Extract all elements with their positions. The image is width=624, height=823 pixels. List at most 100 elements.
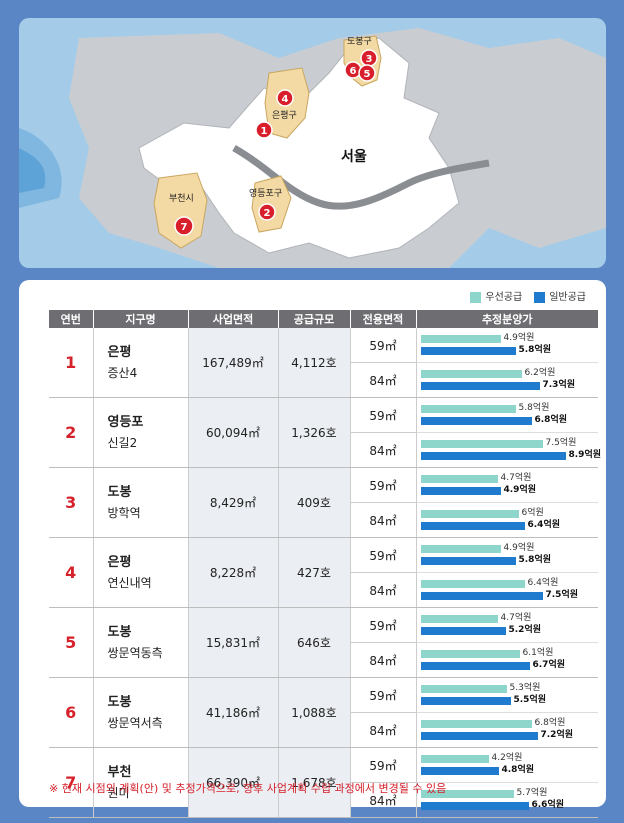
svg-text:5: 5 xyxy=(364,69,371,80)
svg-text:3: 3 xyxy=(366,54,373,65)
table-header: 연번 지구명 사업면적 공급규모 전용면적 추정분양가 xyxy=(49,310,598,328)
row-number: 6 xyxy=(49,677,94,748)
priority-price-bar xyxy=(420,580,525,588)
unit-size: 59㎡ xyxy=(350,677,417,713)
general-price-bar xyxy=(420,347,516,355)
priority-price-label: 7.5억원 xyxy=(545,438,577,448)
general-price-bar xyxy=(420,627,506,635)
district-region: 은평 xyxy=(107,344,132,360)
district-region: 부천 xyxy=(107,764,132,780)
district-name: 쌍문역서측 xyxy=(107,715,163,730)
priority-price-bar xyxy=(420,335,501,343)
location-map: 도봉구 은평구 영등포구 부천시 서울 3 6 5 4 1 2 7 xyxy=(19,18,606,268)
general-price-bar xyxy=(420,382,540,390)
price-bars: 4.9억원 5.8억원 xyxy=(416,537,598,573)
priority-price-label: 5.7억원 xyxy=(516,788,548,798)
general-price-label: 6.4억원 xyxy=(527,520,561,530)
district-cell: 부천 원미 xyxy=(93,747,189,818)
svg-text:서울: 서울 xyxy=(341,148,367,165)
priority-price-label: 4.7억원 xyxy=(500,473,532,483)
unit-size: 84㎡ xyxy=(350,362,417,398)
supply-scale: 427호 xyxy=(278,537,351,608)
supply-scale: 1,326호 xyxy=(278,397,351,468)
row-number: 4 xyxy=(49,537,94,608)
priority-price-label: 6.8억원 xyxy=(534,718,566,728)
unit-size: 59㎡ xyxy=(350,328,417,363)
general-price-bar xyxy=(420,732,538,740)
general-price-label: 4.8억원 xyxy=(501,765,535,775)
footnote: ※ 현재 시점의 계획(안) 및 추정가격으로, 향후 사업계획 수립 과정에서… xyxy=(49,782,447,795)
table-row: 84㎡ 6.4억원 7.5억원 xyxy=(49,572,598,608)
priority-price-bar xyxy=(420,510,519,518)
unit-size: 59㎡ xyxy=(350,397,417,433)
row-number: 7 xyxy=(49,747,94,818)
priority-price-bar xyxy=(420,685,507,693)
priority-price-label: 6억원 xyxy=(521,508,544,518)
district-cell: 도봉 쌍문역서측 xyxy=(93,677,189,748)
general-price-bar xyxy=(420,662,530,670)
project-area: 8,228㎡ xyxy=(188,537,279,608)
general-price-bar xyxy=(420,557,516,565)
district-name: 방학역 xyxy=(107,505,141,520)
table-row: 2 영등포 신길2 60,094㎡ 1,326호 59㎡ 5.8억원 6.8억원 xyxy=(49,397,598,468)
price-bars: 6.4억원 7.5억원 xyxy=(416,572,598,608)
price-bars: 6.1억원 6.7억원 xyxy=(416,642,598,678)
general-price-label: 5.2억원 xyxy=(508,625,542,635)
district-name: 증산4 xyxy=(107,365,138,380)
general-price-label: 4.9억원 xyxy=(503,485,537,495)
unit-size: 84㎡ xyxy=(350,502,417,538)
table-row: 84㎡ 6.2억원 7.3억원 xyxy=(49,362,598,398)
district-region: 도봉 xyxy=(107,624,132,640)
price-bars: 4.9억원 5.8억원 xyxy=(416,328,598,363)
priority-price-label: 6.4억원 xyxy=(527,578,559,588)
project-area: 41,186㎡ xyxy=(188,677,279,748)
priority-price-label: 6.2억원 xyxy=(524,368,556,378)
general-price-label: 8.9억원 xyxy=(568,450,602,460)
general-price-label: 5.5억원 xyxy=(513,695,547,705)
general-price-bar xyxy=(420,487,501,495)
price-bars: 5.7억원 6.6억원 xyxy=(416,782,598,818)
priority-price-bar xyxy=(420,370,522,378)
price-bars: 6억원 6.4억원 xyxy=(416,502,598,538)
price-bars: 4.2억원 4.8억원 xyxy=(416,747,598,783)
legend-priority: 우선공급 xyxy=(470,288,522,303)
header-area: 사업면적 xyxy=(188,310,279,328)
district-region: 영등포 xyxy=(107,414,144,430)
svg-text:2: 2 xyxy=(264,208,271,219)
price-bars: 7.5억원 8.9억원 xyxy=(416,432,601,468)
general-price-label: 5.8억원 xyxy=(518,345,552,355)
district-cell: 영등포 신길2 xyxy=(93,397,189,468)
priority-price-bar xyxy=(420,720,532,728)
table-row: 6 도봉 쌍문역서측 41,186㎡ 1,088호 59㎡ 5.3억원 5.5억원 xyxy=(49,677,598,748)
unit-size: 84㎡ xyxy=(350,642,417,678)
unit-size: 59㎡ xyxy=(350,747,417,783)
legend: 우선공급 일반공급 xyxy=(470,288,586,303)
price-bars: 4.7억원 4.9억원 xyxy=(416,467,598,503)
priority-price-label: 4.2억원 xyxy=(491,753,523,763)
general-price-bar xyxy=(420,767,499,775)
general-price-bar xyxy=(420,592,543,600)
header-district: 지구명 xyxy=(93,310,189,328)
svg-text:부천시: 부천시 xyxy=(169,193,194,204)
priority-price-label: 6.1억원 xyxy=(522,648,554,658)
svg-text:6: 6 xyxy=(350,66,357,77)
district-cell: 도봉 방학역 xyxy=(93,467,189,538)
district-name: 쌍문역동측 xyxy=(107,645,163,660)
priority-price-bar xyxy=(420,475,498,483)
row-number: 2 xyxy=(49,397,94,468)
table-row: 7 부천 원미 66,390㎡ 1,678호 59㎡ 4.2억원 4.8억원 xyxy=(49,747,598,818)
svg-text:4: 4 xyxy=(282,94,289,105)
legend-general: 일반공급 xyxy=(534,288,586,303)
unit-size: 84㎡ xyxy=(350,572,417,608)
seoul-map-graphic: 도봉구 은평구 영등포구 부천시 서울 3 6 5 4 1 2 7 xyxy=(19,28,606,268)
unit-size: 84㎡ xyxy=(350,782,417,818)
project-area: 167,489㎡ xyxy=(188,328,279,398)
header-scale: 공급규모 xyxy=(278,310,351,328)
project-area: 60,094㎡ xyxy=(188,397,279,468)
table-row: 84㎡ 6.1억원 6.7억원 xyxy=(49,642,598,678)
general-price-bar xyxy=(420,802,529,810)
header-no: 연번 xyxy=(49,310,94,328)
priority-price-label: 5.3억원 xyxy=(509,683,541,693)
